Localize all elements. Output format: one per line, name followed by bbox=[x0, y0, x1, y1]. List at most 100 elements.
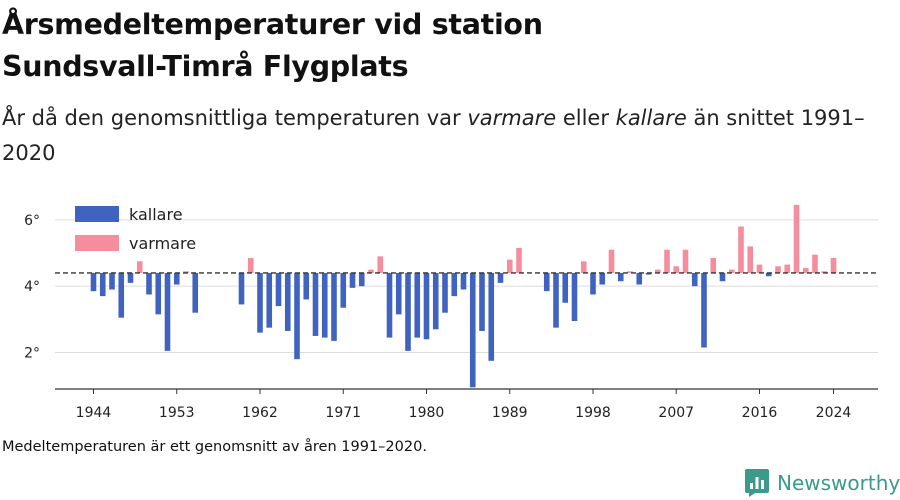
bar-colder bbox=[349, 272, 356, 288]
footnote: Medeltemperaturen är ett genomsnitt av å… bbox=[2, 439, 427, 455]
bar-warmer bbox=[627, 271, 633, 273]
bar-colder bbox=[173, 272, 180, 285]
bar-colder bbox=[617, 272, 624, 282]
bar-colder bbox=[294, 272, 300, 360]
bar-colder bbox=[497, 272, 504, 283]
bar-colder bbox=[321, 272, 328, 338]
bar-colder bbox=[192, 272, 199, 313]
bar-warmer bbox=[738, 226, 744, 273]
bar-colder bbox=[331, 272, 337, 341]
bar-colder bbox=[395, 272, 402, 315]
x-tick-label: 2024 bbox=[816, 405, 852, 421]
bar-colder bbox=[571, 272, 578, 322]
bar-colder bbox=[590, 272, 596, 295]
subtitle-text-1: År då den genomsnittliga temperaturen va… bbox=[2, 106, 468, 130]
bar-warmer bbox=[830, 257, 837, 273]
title-line-2: Sundsvall-Timrå Flygplats bbox=[2, 50, 409, 83]
bar-colder bbox=[275, 272, 282, 307]
bar-warmer bbox=[136, 261, 143, 273]
bar-colder bbox=[451, 272, 458, 297]
bar-warmer bbox=[368, 269, 374, 273]
legend-label-warmer: varmare bbox=[129, 234, 196, 253]
y-tick-label: 4° bbox=[24, 279, 40, 295]
bar-colder bbox=[691, 272, 698, 287]
bar-warmer bbox=[608, 249, 615, 273]
bar-colder bbox=[238, 272, 245, 305]
bar-colder bbox=[719, 272, 726, 282]
subtitle-text-2: eller bbox=[556, 106, 616, 130]
bar-warmer bbox=[377, 256, 384, 273]
x-tick-label: 2007 bbox=[658, 405, 694, 421]
bar-colder bbox=[562, 272, 569, 303]
bar-colder bbox=[432, 272, 439, 330]
bar-colder bbox=[701, 272, 707, 348]
bar-warmer bbox=[673, 266, 680, 273]
bar-warmer bbox=[756, 264, 763, 273]
subtitle-text-3: än snittet 1991–2020 bbox=[2, 106, 865, 165]
bar-warmer bbox=[747, 246, 754, 273]
bar-warmer bbox=[664, 249, 670, 273]
chart-title: Årsmedeltemperaturer vid station Sundsva… bbox=[2, 4, 882, 88]
bar-colder bbox=[164, 272, 171, 351]
bar-warmer bbox=[821, 271, 828, 273]
legend-swatch-colder bbox=[75, 206, 119, 222]
bar-warmer bbox=[247, 257, 254, 273]
x-tick-label: 1980 bbox=[409, 405, 445, 421]
bar-warmer bbox=[654, 269, 661, 273]
bar-colder bbox=[358, 272, 365, 287]
bar-colder bbox=[553, 272, 559, 328]
bar-colder bbox=[155, 272, 162, 315]
bar-colder bbox=[442, 272, 448, 313]
bar-warmer bbox=[793, 204, 800, 273]
bar-colder bbox=[479, 272, 485, 331]
subtitle-warmer: varmare bbox=[467, 106, 557, 130]
bar-colder bbox=[405, 272, 411, 351]
newsworthy-logo-icon bbox=[745, 469, 769, 497]
x-tick-label: 2016 bbox=[742, 405, 778, 421]
bar-warmer bbox=[812, 254, 818, 273]
bar-warmer bbox=[580, 261, 587, 273]
brand-name: Newsworthy bbox=[777, 471, 900, 495]
bar-colder bbox=[636, 272, 643, 285]
x-tick-label: 1998 bbox=[575, 405, 611, 421]
bar-colder bbox=[284, 272, 291, 331]
bar-colder bbox=[257, 272, 263, 333]
bar-colder bbox=[146, 272, 152, 295]
bar-colder bbox=[543, 272, 550, 292]
bar-colder bbox=[645, 272, 652, 275]
bar-colder bbox=[303, 272, 310, 300]
bar-colder bbox=[312, 272, 319, 336]
bar-colder bbox=[118, 272, 125, 318]
x-tick-label: 1962 bbox=[242, 405, 278, 421]
bar-colder bbox=[109, 272, 115, 290]
legend-label-colder: kallare bbox=[129, 205, 183, 224]
x-tick-label: 1944 bbox=[76, 405, 112, 421]
bar-warmer bbox=[728, 269, 735, 273]
x-tick-label: 1953 bbox=[159, 405, 195, 421]
bar-colder bbox=[266, 272, 273, 328]
bar-warmer bbox=[775, 266, 781, 273]
bar-colder bbox=[414, 272, 421, 338]
brand-logo: Newsworthy bbox=[745, 468, 900, 498]
bar-colder bbox=[469, 272, 476, 388]
bar-colder bbox=[599, 272, 606, 285]
bar-colder bbox=[99, 272, 106, 297]
y-tick-label: 2° bbox=[24, 346, 40, 362]
title-line-1: Årsmedeltemperaturer vid station bbox=[2, 8, 543, 41]
bar-warmer bbox=[682, 249, 689, 273]
bar-colder bbox=[90, 272, 97, 292]
bar-colder bbox=[340, 272, 347, 308]
bar-warmer bbox=[802, 267, 809, 273]
bar-colder bbox=[460, 272, 467, 290]
legend-swatch-warmer bbox=[75, 235, 119, 251]
bar-warmer bbox=[506, 259, 513, 273]
bar-warmer bbox=[784, 264, 791, 273]
y-tick-label: 6° bbox=[24, 213, 40, 229]
bar-colder bbox=[488, 272, 495, 361]
bar-colder bbox=[765, 272, 772, 277]
bar-warmer bbox=[516, 248, 522, 273]
x-tick-label: 1989 bbox=[492, 405, 528, 421]
subtitle-colder: kallare bbox=[615, 106, 687, 130]
bar-warmer bbox=[183, 271, 189, 273]
chart-subtitle: År då den genomsnittliga temperaturen va… bbox=[2, 101, 882, 171]
